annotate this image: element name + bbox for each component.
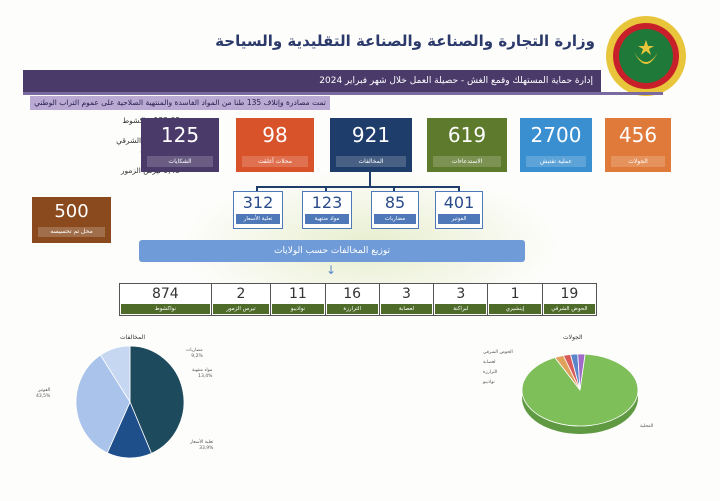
pie-slice [75, 354, 131, 454]
state-label: نواكشوط [121, 304, 210, 314]
state-label: الحوض الشرقي [543, 304, 596, 314]
slice-label: نواذيبو [483, 380, 495, 385]
stat-card-closed-shops: 98 محلات أغلقت [236, 118, 314, 172]
tree-connector [369, 172, 371, 186]
stat-label: الجولات [611, 156, 665, 167]
state-cell: 19 الحوض الشرقي [541, 283, 598, 316]
banner-divider [23, 92, 663, 95]
state-label: إينشيري [489, 304, 541, 314]
slice-label: مضاربات 9,2% [186, 348, 203, 359]
pie-slice [99, 345, 131, 404]
slice-label: تعلية الأسعار 33,9% [190, 440, 214, 451]
state-cell: 16 الترارزة [324, 283, 379, 316]
state-label: نواذيبو [272, 304, 324, 314]
state-cell: 874 نواكشوط [119, 283, 211, 316]
tree-connector [325, 186, 327, 192]
arrow-down-icon: ↓ [326, 263, 337, 277]
state-label: لبراكنة [435, 304, 487, 314]
state-label: تيرس الزمور [212, 304, 270, 314]
state-value: 19 [560, 286, 579, 302]
seizure-summary: تمت مصادرة وإتلاف 135 طنا من المواد الفا… [30, 96, 330, 110]
state-value: 2 [236, 286, 246, 302]
stat-value: 456 [618, 123, 658, 147]
breakdown-label: مواد منتهية [305, 214, 349, 224]
slice-label: الترارزة [483, 370, 498, 375]
slice-label: مواد منتهية 13,4% [192, 368, 213, 379]
state-value: 874 [151, 286, 179, 302]
stat-card-inspections: 2700 عملية تفتيش [520, 118, 592, 172]
state-value: 3 [456, 286, 466, 302]
tree-connector [458, 186, 460, 192]
ministry-emblem-icon [606, 16, 686, 96]
stat-card-violations: 921 المخالفات [330, 118, 412, 172]
breakdown-price-increase: 312 تعلية الأسعار [233, 191, 283, 229]
state-label: لعصابة [380, 304, 433, 314]
stat-value: 125 [160, 123, 200, 147]
tree-connector [393, 186, 395, 192]
tours-pie-chart [521, 353, 639, 434]
stat-card-awareness: 500 محل تم تحسيسه [32, 197, 111, 243]
stat-label: محلات أغلقت [242, 156, 308, 167]
stat-label: الاستدعاءات [433, 156, 501, 167]
state-cell: 2 تيرس الزمور [210, 283, 271, 316]
slice-label: لعصابة [483, 360, 496, 365]
state-cell: 3 لعصابة [378, 283, 434, 316]
breakdown-value: 401 [443, 193, 475, 212]
state-value: 1 [510, 286, 520, 302]
distribution-title: توزيع المخالفات حسب الولايات [139, 240, 525, 262]
slice-label: الفوتير 43,5% [36, 388, 51, 399]
stat-value: 2700 [530, 123, 582, 147]
state-value: 16 [343, 286, 362, 302]
slice-label: المحلية [640, 424, 654, 429]
stat-card-complaints: 125 الشكايات [141, 118, 219, 172]
pie-slice [129, 345, 185, 454]
stat-card-tours: 456 الجولات [605, 118, 671, 172]
breakdown-value: 123 [311, 193, 343, 212]
breakdown-label: مضاربات [374, 214, 416, 224]
breakdown-invoices: 401 الفوتير [435, 191, 483, 229]
state-value: 11 [288, 286, 307, 302]
stat-value: 98 [262, 123, 288, 147]
violations-pie-chart [75, 345, 185, 459]
states-row: 874 نواكشوط 2 تيرس الزمور 11 نواذيبو 16 … [119, 283, 598, 316]
state-value: 3 [402, 286, 411, 302]
stat-label: المخالفات [336, 156, 406, 167]
breakdown-value: 312 [242, 193, 274, 212]
page-title: وزارة التجارة والصناعة والصناعة التقليدي… [215, 32, 595, 50]
state-cell: 3 لبراكنة [433, 283, 488, 316]
breakdown-speculation: 85 مضاربات [371, 191, 419, 229]
stat-label: محل تم تحسيسه [38, 227, 105, 237]
state-cell: 1 إينشيري [487, 283, 542, 316]
tree-connector [256, 186, 460, 188]
stat-label: الشكايات [147, 156, 213, 167]
slice-label: الحوض الشرقي [483, 350, 513, 355]
stat-card-summons: 619 الاستدعاءات [427, 118, 507, 172]
pie-slice [521, 353, 639, 427]
stat-value: 500 [54, 201, 89, 222]
report-banner: إدارة حماية المستهلك وقمع الغش - حصيلة ا… [23, 70, 601, 92]
state-cell: 11 نواذيبو [270, 283, 325, 316]
breakdown-expired: 123 مواد منتهية [302, 191, 352, 229]
pie-title: المخالفات [120, 334, 146, 341]
pie-slice [577, 353, 586, 391]
tree-connector [256, 186, 258, 192]
state-label: الترارزة [326, 304, 378, 314]
stat-label: عملية تفتيش [526, 156, 586, 167]
pie-title: الجولات [563, 334, 583, 341]
breakdown-label: تعلية الأسعار [236, 214, 280, 224]
breakdown-label: الفوتير [438, 214, 480, 224]
stat-value: 619 [447, 123, 487, 147]
breakdown-value: 85 [384, 193, 406, 212]
stat-value: 921 [351, 123, 391, 147]
